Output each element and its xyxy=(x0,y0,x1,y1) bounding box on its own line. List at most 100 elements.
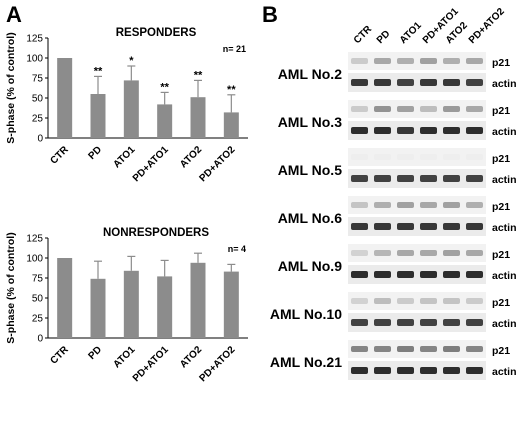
x-tick-label: ATO1 xyxy=(111,344,137,370)
actin-strip xyxy=(348,361,486,380)
x-tick-label: ATO1 xyxy=(111,144,137,170)
panel-b-label: B xyxy=(262,2,278,27)
significance-mark: * xyxy=(129,55,134,67)
x-tick-label: CTR xyxy=(48,144,71,167)
x-tick-label: ATO2 xyxy=(178,344,204,370)
p21-band xyxy=(351,106,368,112)
sample-label: AML No.10 xyxy=(270,306,342,322)
p21-band xyxy=(351,58,368,64)
p21-band xyxy=(397,346,414,352)
nonresponders-chart: NONRESPONDERS n= 4 0 25 50 75 100 125 S-phase (%… xyxy=(5,227,248,384)
lane-label: CTR xyxy=(352,23,375,46)
actin-strip xyxy=(348,121,486,140)
actin-band xyxy=(374,319,391,326)
actin-band xyxy=(351,127,368,134)
actin-band xyxy=(443,271,460,278)
actin-band xyxy=(420,175,437,182)
x-tick-label: PD+ATO2 xyxy=(198,344,238,384)
y-axis-label: S-phase (% of control) xyxy=(5,32,17,143)
p21-band xyxy=(466,298,483,304)
y-tick-label: 100 xyxy=(26,254,43,265)
bar xyxy=(57,58,73,138)
actin-band xyxy=(351,223,368,230)
y-tick-label: 125 xyxy=(26,34,43,45)
p21-band xyxy=(397,202,414,208)
p21-band xyxy=(397,154,414,160)
sample-label: AML No.6 xyxy=(278,210,343,226)
actin-strip xyxy=(348,313,486,332)
p21-band xyxy=(374,202,391,208)
actin-band xyxy=(443,127,460,134)
actin-band xyxy=(420,271,437,278)
panel-a-label: A xyxy=(6,2,22,27)
actin-band xyxy=(374,367,391,374)
lane-label: ATO1 xyxy=(398,20,424,46)
actin-label: actin xyxy=(492,78,517,90)
bar xyxy=(157,276,173,338)
actin-band xyxy=(420,127,437,134)
p21-band xyxy=(374,250,391,256)
bar xyxy=(57,258,73,338)
chart-title: NONRESPONDERS xyxy=(103,227,209,239)
actin-band xyxy=(397,319,414,326)
bar xyxy=(123,270,139,338)
actin-band xyxy=(374,223,391,230)
actin-band xyxy=(397,271,414,278)
y-tick-label: 0 xyxy=(37,134,43,145)
y-tick-label: 50 xyxy=(32,94,44,105)
p21-band xyxy=(466,202,483,208)
p21-band xyxy=(397,58,414,64)
x-tick-label: PD+ATO1 xyxy=(131,344,171,384)
p21-band xyxy=(420,250,437,256)
p21-band xyxy=(351,298,368,304)
actin-band xyxy=(466,319,483,326)
actin-strip xyxy=(348,265,486,284)
actin-band xyxy=(420,367,437,374)
p21-band xyxy=(397,250,414,256)
p21-band xyxy=(420,202,437,208)
p21-strip xyxy=(348,148,486,166)
p21-band xyxy=(397,298,414,304)
y-tick-label: 75 xyxy=(32,74,44,85)
p21-band xyxy=(397,106,414,112)
p21-label: p21 xyxy=(492,201,510,213)
p21-band xyxy=(374,154,391,160)
p21-band xyxy=(443,298,460,304)
y-axis-label: S-phase (% of control) xyxy=(5,232,17,343)
bar xyxy=(223,112,239,138)
actin-band xyxy=(397,367,414,374)
actin-band xyxy=(466,271,483,278)
p21-band xyxy=(443,58,460,64)
p21-band xyxy=(466,154,483,160)
actin-band xyxy=(466,223,483,230)
bar xyxy=(90,278,106,338)
actin-band xyxy=(374,175,391,182)
actin-label: actin xyxy=(492,222,517,234)
actin-band xyxy=(351,367,368,374)
actin-band xyxy=(420,79,437,86)
p21-strip xyxy=(348,244,486,262)
p21-strip xyxy=(348,196,486,214)
p21-band xyxy=(443,250,460,256)
x-tick-label: ATO2 xyxy=(178,144,204,170)
x-tick-label: PD+ATO2 xyxy=(198,144,238,184)
p21-strip xyxy=(348,100,486,118)
sample-label: AML No.9 xyxy=(278,258,343,274)
p21-band xyxy=(420,154,437,160)
p21-band xyxy=(443,202,460,208)
p21-label: p21 xyxy=(492,153,510,165)
chart-title: RESPONDERS xyxy=(116,27,197,39)
y-tick-label: 50 xyxy=(32,294,44,305)
actin-band xyxy=(443,79,460,86)
p21-band xyxy=(351,250,368,256)
actin-band xyxy=(466,175,483,182)
actin-band xyxy=(397,79,414,86)
lane-label: PD+ATO2 xyxy=(467,6,507,46)
actin-strip xyxy=(348,73,486,92)
y-tick-label: 75 xyxy=(32,274,44,285)
actin-band xyxy=(397,127,414,134)
p21-label: p21 xyxy=(492,57,510,69)
x-tick-label: PD xyxy=(87,144,105,162)
